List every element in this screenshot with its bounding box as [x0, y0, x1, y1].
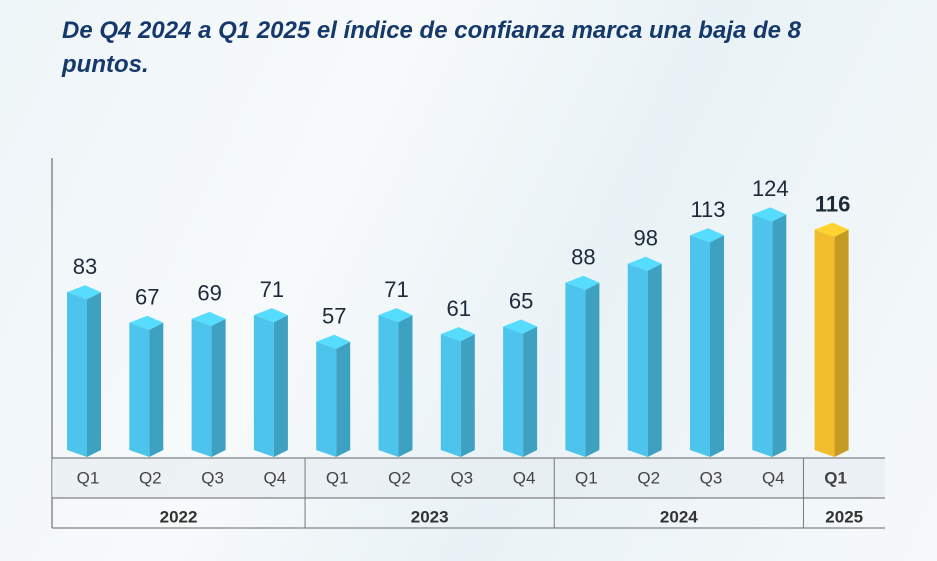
value-label: 113 [690, 197, 725, 222]
value-label: 71 [260, 277, 284, 302]
value-label: 71 [384, 277, 408, 302]
bar-side [585, 282, 600, 457]
value-label: 116 [815, 191, 851, 216]
bar-side [710, 235, 724, 457]
value-label: 83 [73, 254, 97, 279]
value-label: 69 [197, 281, 221, 306]
bar-side [834, 229, 849, 457]
bar-top [253, 308, 288, 323]
x-tick-label: Q4 [264, 468, 287, 487]
value-label: 61 [447, 296, 471, 321]
bar-front [129, 322, 150, 457]
value-label: 124 [752, 176, 789, 201]
bar-front [316, 341, 337, 457]
bar-front [814, 229, 835, 457]
bar-side [336, 341, 351, 457]
x-tick-label: Q2 [139, 468, 162, 487]
bar [67, 285, 101, 457]
bar-top [191, 311, 226, 326]
value-label: 57 [322, 304, 346, 329]
bar-top [378, 308, 413, 323]
bar-side [149, 322, 164, 457]
group-label: 2025 [825, 507, 863, 526]
bar-top [129, 315, 164, 330]
bar-top [503, 319, 538, 334]
x-tick-label: Q1 [575, 468, 598, 487]
bar-front [503, 326, 524, 457]
bar [503, 319, 538, 457]
bar [440, 327, 475, 457]
bar [316, 334, 351, 457]
group-label: 2022 [160, 507, 198, 526]
bar [690, 228, 724, 457]
bar [129, 315, 164, 457]
x-tick-label: Q3 [700, 468, 723, 487]
bar-top [565, 275, 600, 290]
bar-top [67, 285, 101, 300]
bar [378, 308, 413, 457]
bar [814, 222, 849, 457]
bar-side [211, 318, 226, 457]
bar-front [191, 318, 212, 457]
bar-top [440, 327, 475, 342]
bar-side [460, 334, 475, 457]
x-tick-label: Q1 [824, 468, 847, 487]
bar-side [87, 292, 101, 457]
bar-side [523, 326, 538, 457]
value-label: 65 [509, 288, 533, 313]
bar-front [378, 315, 399, 457]
bar-top [814, 222, 849, 237]
bar [752, 207, 787, 457]
x-tick-label: Q2 [388, 468, 411, 487]
bar-front [67, 292, 87, 457]
bar [565, 275, 600, 457]
x-tick-label: Q2 [637, 468, 660, 487]
value-label: 67 [135, 285, 159, 310]
bar [191, 311, 226, 457]
bar-front [253, 315, 274, 457]
chart-title: De Q4 2024 a Q1 2025 el índice de confia… [62, 17, 802, 78]
group-label: 2023 [411, 507, 449, 526]
bar-front [565, 282, 586, 457]
value-label: 88 [571, 245, 595, 270]
bar-front [690, 235, 710, 457]
bar-side [772, 214, 787, 457]
x-tick-label: Q1 [326, 468, 349, 487]
x-tick-label: Q4 [762, 468, 785, 487]
x-tick-label: Q1 [77, 468, 100, 487]
bar-side [647, 263, 662, 457]
bar-top [316, 334, 351, 349]
bar-side [398, 315, 413, 457]
x-tick-label: Q4 [513, 468, 536, 487]
bar-side [273, 315, 288, 457]
x-tick-label: Q3 [450, 468, 473, 487]
bar-top [627, 256, 662, 271]
bar-top [752, 207, 787, 222]
value-label: 98 [633, 226, 657, 251]
bar [627, 256, 662, 457]
category-row [52, 458, 885, 498]
bar-front [440, 334, 461, 457]
bar-front [752, 214, 773, 457]
bar-top [690, 228, 724, 243]
bar [253, 308, 288, 457]
group-label: 2024 [660, 507, 698, 526]
bar-front [627, 263, 648, 457]
x-tick-label: Q3 [201, 468, 224, 487]
